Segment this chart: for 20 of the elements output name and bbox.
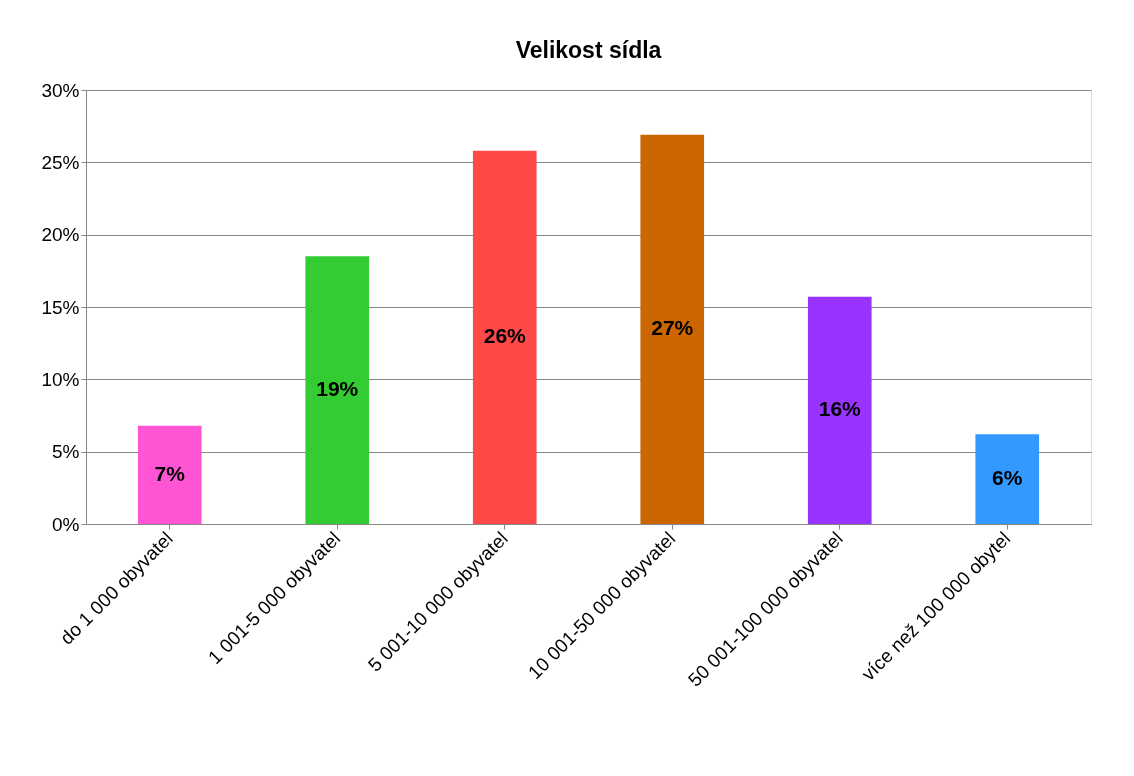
y-tick-label: 5% xyxy=(52,441,80,463)
bar xyxy=(137,425,202,524)
bar xyxy=(807,296,872,524)
data-label: 19% xyxy=(316,377,359,401)
data-label: 6% xyxy=(992,466,1023,490)
y-tick-label: 0% xyxy=(52,513,80,535)
y-tick-label: 25% xyxy=(41,151,80,173)
bar xyxy=(305,256,370,524)
y-tick-label: 10% xyxy=(41,368,80,390)
chart-title: Velikost sídla xyxy=(515,37,662,63)
data-label: 26% xyxy=(483,324,527,348)
bar xyxy=(472,150,537,524)
bar xyxy=(975,434,1040,524)
y-tick-label: 15% xyxy=(41,296,80,318)
data-label: 27% xyxy=(651,316,694,340)
y-tick-label: 20% xyxy=(41,224,80,246)
data-label: 16% xyxy=(818,397,862,421)
bar xyxy=(640,134,705,524)
y-tick-label: 30% xyxy=(41,79,80,101)
data-label: 7% xyxy=(154,461,186,485)
